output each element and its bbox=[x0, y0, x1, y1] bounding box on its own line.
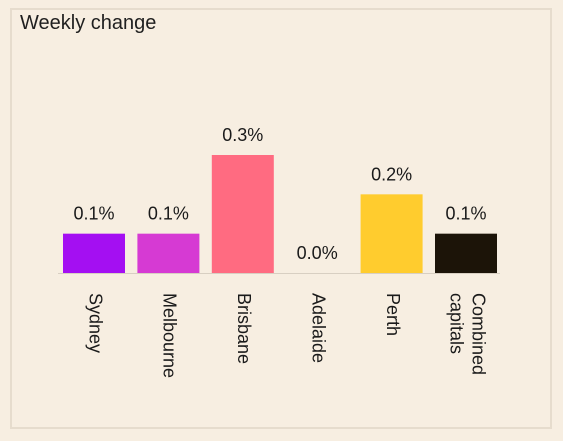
category-label-sydney: Sydney bbox=[85, 293, 105, 353]
data-label-combined-capitals: 0.1% bbox=[445, 204, 486, 224]
bar-sydney bbox=[63, 233, 125, 273]
category-label-line: Adelaide bbox=[308, 293, 328, 363]
chart-panel bbox=[10, 8, 552, 429]
data-label-brisbane: 0.3% bbox=[222, 125, 263, 145]
category-label-line: Perth bbox=[383, 293, 403, 336]
bar-perth bbox=[360, 194, 423, 273]
data-label-perth: 0.2% bbox=[371, 164, 412, 184]
category-label-line: capitals bbox=[446, 293, 466, 354]
data-label-sydney: 0.1% bbox=[73, 204, 114, 224]
chart-title: Weekly change bbox=[20, 12, 157, 34]
category-label-perth: Perth bbox=[383, 293, 403, 336]
data-label-adelaide: 0.0% bbox=[297, 243, 338, 263]
category-label-melbourne: Melbourne bbox=[160, 293, 180, 378]
category-label-line: Combined bbox=[468, 293, 488, 375]
category-label-adelaide: Adelaide bbox=[308, 293, 328, 363]
bar-brisbane bbox=[211, 155, 274, 273]
category-label-line: Sydney bbox=[85, 293, 105, 353]
data-label-melbourne: 0.1% bbox=[148, 204, 189, 224]
bar-combined-capitals bbox=[435, 233, 497, 273]
category-label-brisbane: Brisbane bbox=[234, 293, 254, 364]
category-label-line: Brisbane bbox=[234, 293, 254, 364]
bar-melbourne bbox=[137, 233, 200, 273]
category-label-line: Melbourne bbox=[160, 293, 180, 378]
